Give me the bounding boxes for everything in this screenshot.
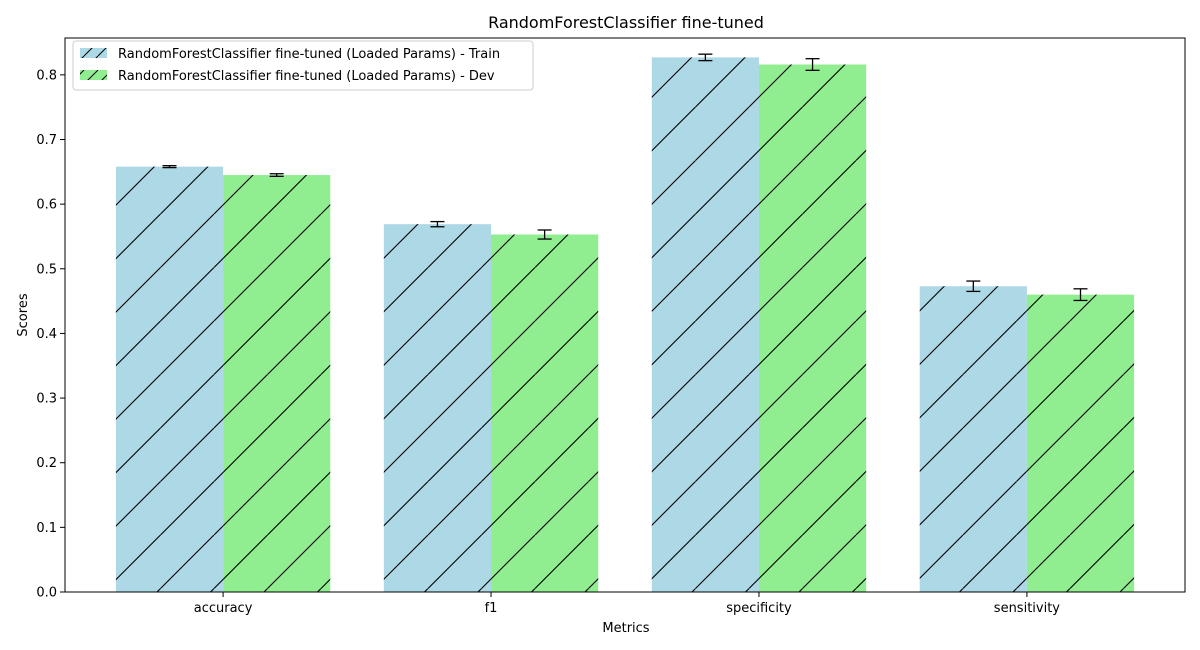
- y-tick-label-7: 0.7: [36, 133, 57, 148]
- plot-frame: [64, 37, 1186, 593]
- bars-layer: [115, 57, 1135, 593]
- y-axis-label: Scores: [16, 293, 31, 336]
- legend-label-series-1: RandomForestClassifier fine-tuned (Loade…: [118, 69, 495, 84]
- y-tick-label-8: 0.8: [36, 68, 57, 83]
- x-tick-label-accuracy: accuracy: [194, 601, 253, 616]
- y-tick-label-2: 0.2: [36, 456, 57, 471]
- y-tick-label-1: 0.1: [36, 521, 57, 536]
- bar-hatch-accuracy-series-1: [223, 175, 331, 592]
- x-axis: accuracy f1 specificity sensitivity: [194, 592, 1061, 616]
- legend-label-series-0: RandomForestClassifier fine-tuned (Loade…: [118, 47, 500, 62]
- legend: RandomForestClassifier fine-tuned (Loade…: [72, 40, 534, 91]
- chart-title: RandomForestClassifier fine-tuned: [488, 13, 764, 32]
- y-tick-label-5: 0.5: [36, 262, 57, 277]
- bar-hatch-specificity-series-0: [651, 57, 759, 592]
- x-tick-label-f1: f1: [485, 601, 498, 616]
- y-tick-label-4: 0.4: [36, 327, 57, 342]
- bar-hatch-f1-series-0: [383, 224, 492, 592]
- legend-swatch-hatch-series-1: [80, 70, 107, 80]
- y-axis: 0.0 0.1 0.2 0.3 0.4 0.5 0.6 0.7 0.8: [36, 68, 65, 601]
- legend-swatch-hatch-series-0: [80, 48, 107, 58]
- bar-hatch-sensitivity-series-1: [1026, 294, 1135, 592]
- bar-hatch-specificity-series-1: [758, 64, 867, 592]
- x-tick-label-specificity: specificity: [726, 601, 792, 616]
- bar-hatch-sensitivity-series-0: [919, 286, 1027, 592]
- y-tick-label-0: 0.0: [36, 586, 57, 601]
- error-bars-layer: [162, 53, 1088, 302]
- bar-hatch-f1-series-1: [491, 234, 599, 593]
- y-tick-label-3: 0.3: [36, 392, 57, 407]
- x-tick-label-sensitivity: sensitivity: [994, 601, 1061, 616]
- x-axis-label: Metrics: [602, 621, 649, 636]
- bar-hatch-accuracy-series-0: [115, 166, 224, 592]
- y-tick-label-6: 0.6: [36, 198, 57, 213]
- legend-box: [72, 40, 534, 91]
